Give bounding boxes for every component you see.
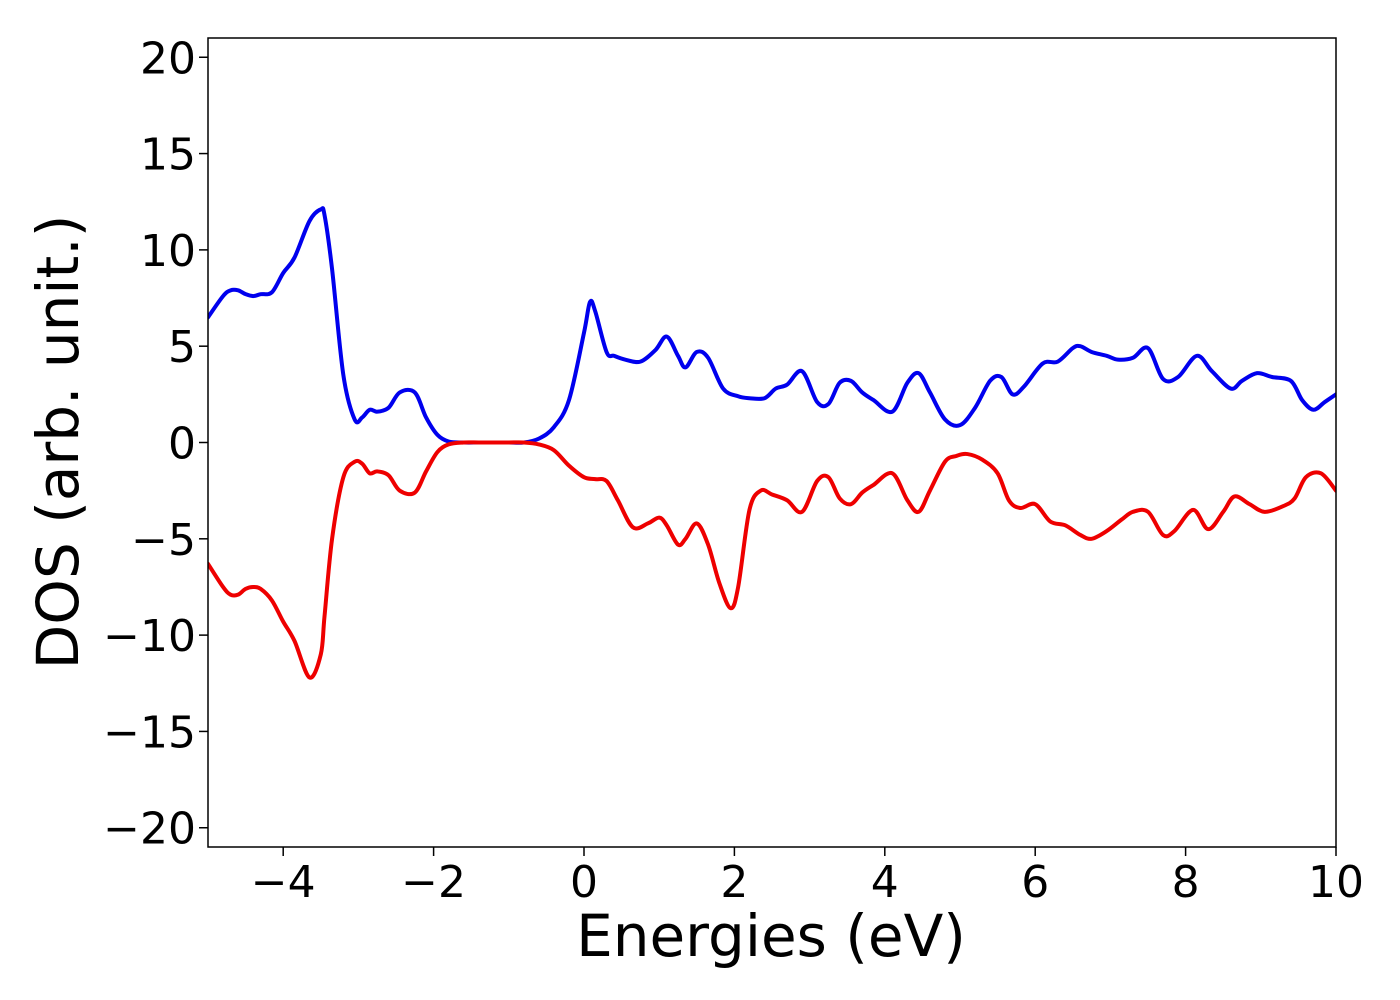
y-tick-label: 5	[168, 322, 196, 373]
plot-frame	[207, 37, 1337, 848]
y-axis-label: DOS (arb. unit.)	[24, 215, 92, 670]
y-tick-label: −10	[103, 611, 196, 662]
y-tick-label: 20	[140, 33, 196, 84]
y-axis: −20 −15 −10 −5 0 5 10 15 20	[103, 33, 208, 855]
x-axis-label: Energies (eV)	[576, 902, 966, 970]
y-tick-label: 15	[140, 130, 196, 181]
x-tick-label: 2	[720, 857, 748, 908]
x-tick-label: −4	[251, 857, 316, 908]
x-tick-label: −2	[401, 857, 466, 908]
x-axis: −4 −2 0 2 4 6 8 10	[251, 847, 1364, 908]
x-tick-label: 10	[1308, 857, 1364, 908]
x-tick-label: 4	[871, 857, 899, 908]
x-tick-label: 6	[1021, 857, 1049, 908]
y-tick-label: −5	[131, 515, 196, 566]
y-tick-label: 0	[168, 419, 196, 470]
series-line-1	[208, 206, 1336, 445]
y-tick-label: 10	[140, 226, 196, 277]
x-tick-label: 0	[570, 857, 598, 908]
x-tick-label: 8	[1172, 857, 1200, 908]
y-tick-label: −15	[103, 707, 196, 758]
series-line-2	[208, 440, 1336, 680]
series-layer	[208, 206, 1336, 680]
y-tick-label: −20	[103, 804, 196, 855]
